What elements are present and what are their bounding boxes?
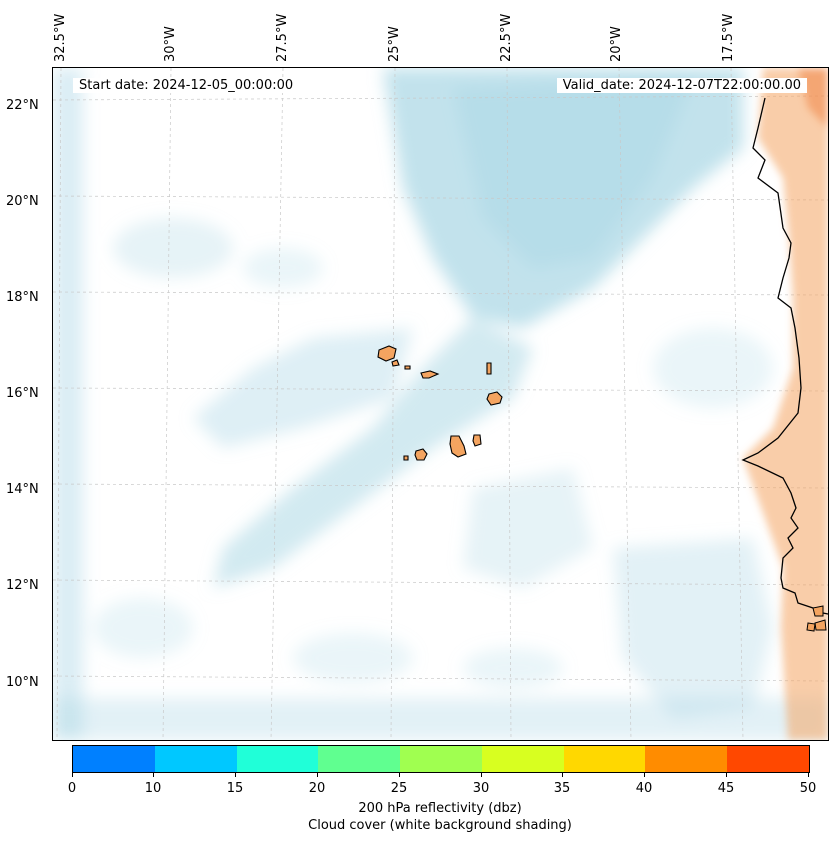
colorbar-title: 200 hPa reflectivity (dbz) (358, 801, 522, 816)
lat-label-18n: 18°N (6, 290, 39, 305)
colorbar-tick-label: 0 (67, 781, 77, 796)
colorbar-tickmark (72, 772, 73, 777)
colorbar-tickmark (726, 772, 727, 777)
colorbar-tick-label: 40 (635, 781, 653, 796)
colorbar-tick-label: 10 (144, 781, 162, 796)
island-brava (403, 455, 409, 461)
lat-label-22n: 22°N (6, 98, 39, 113)
lon-label-22-5w: 22.5°W (499, 13, 514, 62)
colorbar-segment (154, 746, 237, 772)
lat-label-16n: 16°N (6, 386, 39, 401)
cloud-cover-shading (53, 68, 828, 740)
start-date-label: Start date: 2024-12-05_00:00:00 (73, 78, 300, 93)
island-santa-luzia (404, 365, 411, 370)
island-fogo (414, 448, 428, 461)
coastline (741, 97, 828, 615)
colorbar-tickmark (317, 772, 318, 777)
map-canvas (53, 68, 828, 740)
lon-label-17-5w: 17.5°W (721, 13, 736, 62)
island-sao-vicente (391, 359, 400, 367)
colorbar-tickmark (644, 772, 645, 777)
island-sao-nicolau (420, 370, 440, 379)
colorbar-tickmark (153, 772, 154, 777)
lat-label-14n: 14°N (6, 482, 39, 497)
map-panel[interactable] (52, 67, 829, 741)
gridlines (53, 68, 828, 740)
colorbar-tick-label: 45 (717, 781, 735, 796)
colorbar-tickmark (562, 772, 563, 777)
bissagos-islands (806, 605, 827, 632)
cape-verde-islands (377, 345, 503, 461)
island-santo-antao (377, 345, 397, 362)
colorbar-subtitle: Cloud cover (white background shading) (308, 818, 572, 833)
lon-label-20w: 20°W (609, 26, 624, 62)
colorbar-tick-label: 20 (308, 781, 326, 796)
colorbar-tick-label: 50 (799, 781, 817, 796)
island-boa-vista (486, 391, 503, 406)
colorbar-tickmark (808, 772, 809, 777)
colorbar-tick-label: 30 (472, 781, 490, 796)
lon-label-27-5w: 27.5°W (275, 13, 290, 62)
valid-date-label: Valid_date: 2024-12-07T22:00:00.00 (556, 78, 807, 93)
colorbar-segment (645, 746, 728, 772)
colorbar-segment (481, 746, 564, 772)
island-santiago (449, 435, 467, 458)
colorbar-tickmark (481, 772, 482, 777)
colorbar-segment (400, 746, 482, 772)
colorbar-tickmark (235, 772, 236, 777)
colorbar-segment (73, 746, 155, 772)
lat-label-10n: 10°N (6, 675, 39, 690)
colorbar-segment (563, 746, 646, 772)
lat-label-20n: 20°N (6, 194, 39, 209)
colorbar-tick-label: 25 (390, 781, 408, 796)
colorbar-tick-label: 35 (553, 781, 571, 796)
colorbar-segment (318, 746, 401, 772)
colorbar-tickmark (399, 772, 400, 777)
lon-label-30w: 30°W (163, 26, 178, 62)
lon-label-25w: 25°W (387, 26, 402, 62)
lon-label-32-5w: 32.5°W (53, 13, 68, 62)
island-sal (486, 362, 492, 375)
lat-label-12n: 12°N (6, 578, 39, 593)
colorbar (72, 745, 810, 773)
colorbar-segment (727, 746, 810, 772)
colorbar-segment (236, 746, 319, 772)
colorbar-tick-label: 15 (226, 781, 244, 796)
island-maio (472, 434, 482, 447)
